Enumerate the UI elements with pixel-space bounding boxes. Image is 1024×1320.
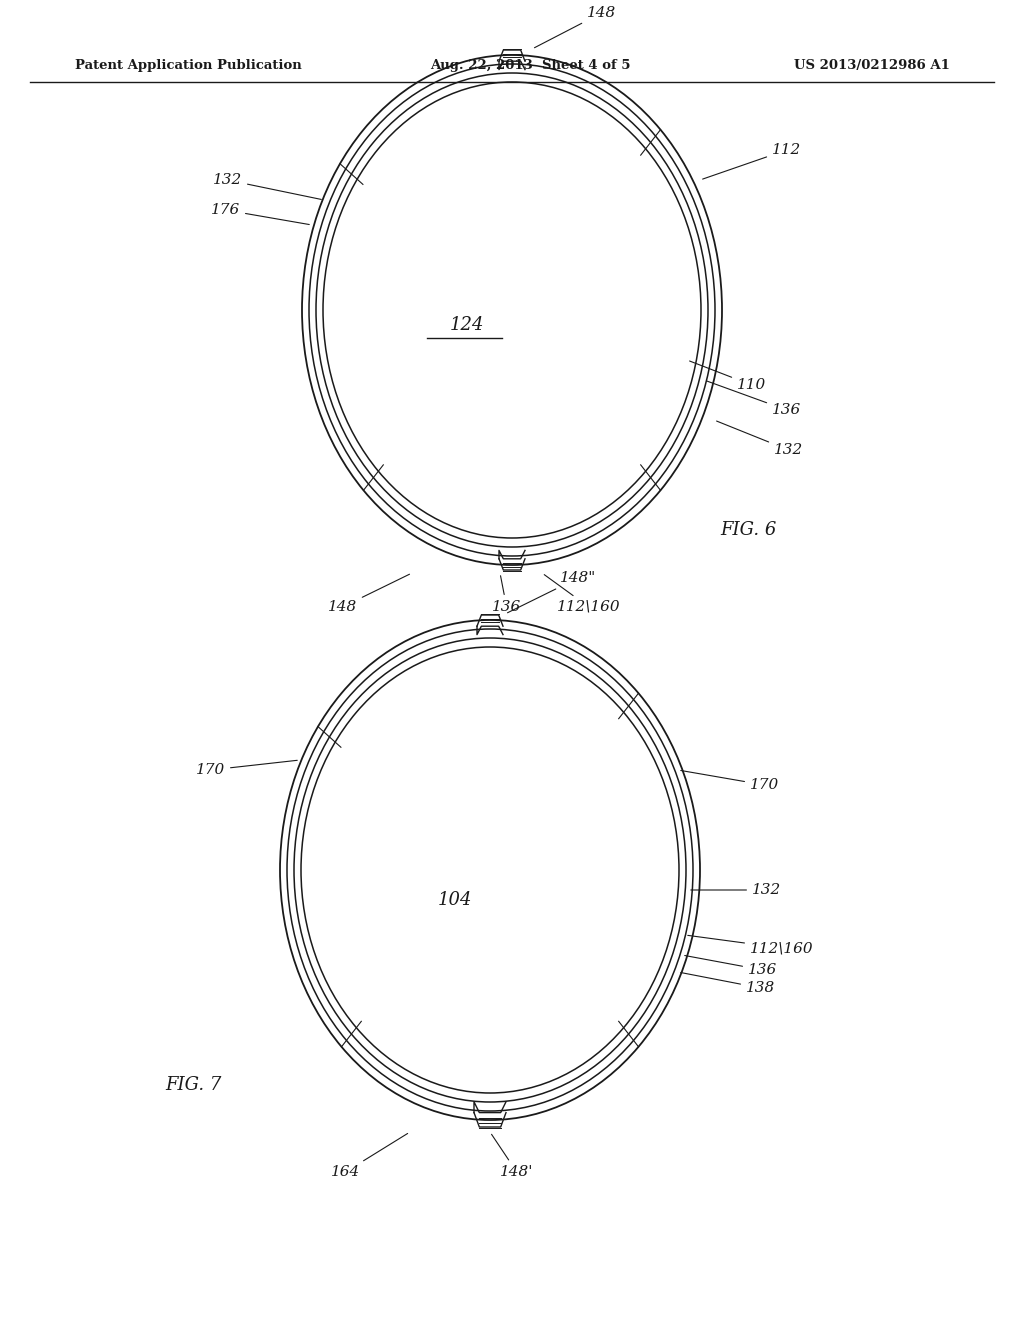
Text: 164: 164 xyxy=(331,1134,408,1179)
Text: FIG. 6: FIG. 6 xyxy=(720,521,776,539)
Text: 138: 138 xyxy=(681,973,775,995)
Text: 112: 112 xyxy=(702,143,801,180)
Text: 132: 132 xyxy=(717,421,803,457)
Text: 112\160: 112\160 xyxy=(544,574,621,614)
Text: 148: 148 xyxy=(328,574,410,614)
Text: Aug. 22, 2013  Sheet 4 of 5: Aug. 22, 2013 Sheet 4 of 5 xyxy=(430,58,631,71)
Text: 170: 170 xyxy=(196,760,297,777)
Text: 110: 110 xyxy=(689,360,766,392)
Text: US 2013/0212986 A1: US 2013/0212986 A1 xyxy=(795,58,950,71)
Text: 136: 136 xyxy=(707,381,801,417)
Text: 136: 136 xyxy=(492,576,521,614)
Text: 124: 124 xyxy=(450,315,484,334)
Text: 104: 104 xyxy=(437,891,472,909)
Text: Patent Application Publication: Patent Application Publication xyxy=(75,58,302,71)
Text: 132: 132 xyxy=(213,173,322,199)
Text: 136: 136 xyxy=(685,956,777,977)
Text: 148: 148 xyxy=(535,7,616,48)
Text: FIG. 7: FIG. 7 xyxy=(165,1076,221,1094)
Text: 148': 148' xyxy=(492,1134,534,1179)
Text: 112\160: 112\160 xyxy=(688,936,814,954)
Text: 148": 148" xyxy=(508,572,596,612)
Text: 176: 176 xyxy=(211,203,309,224)
Text: 132: 132 xyxy=(691,883,781,898)
Text: 170: 170 xyxy=(681,771,779,792)
